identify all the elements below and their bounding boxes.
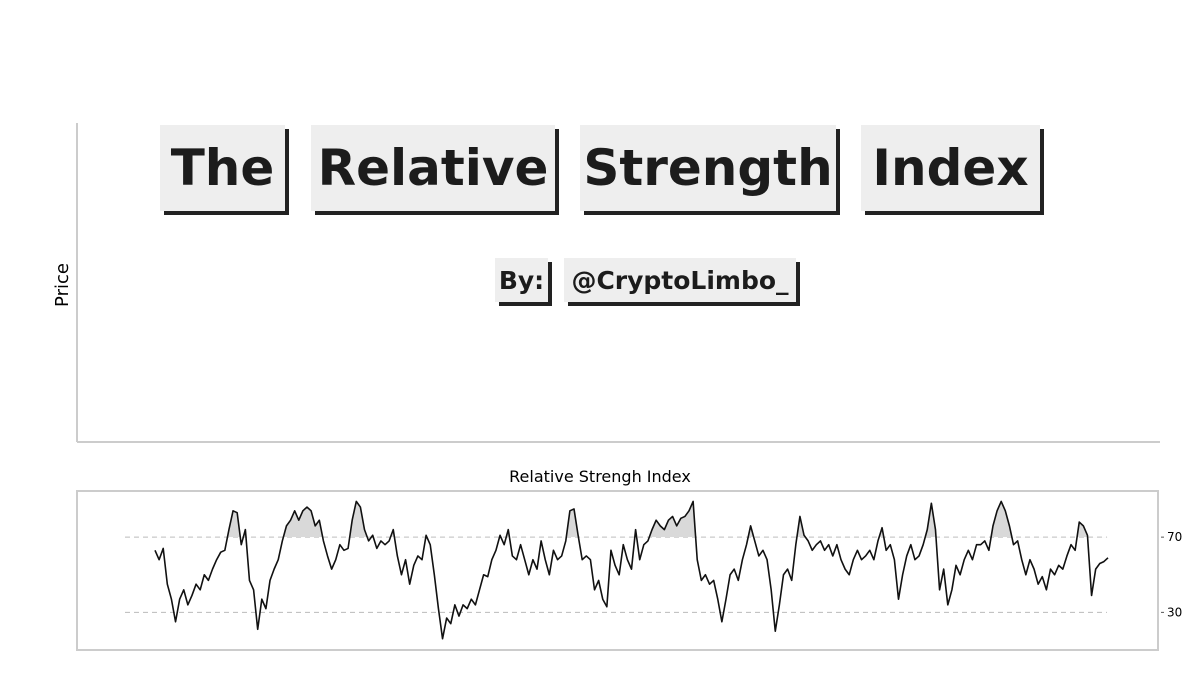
y-tick-label: 70 (1167, 530, 1182, 544)
rsi-line (154, 500, 1109, 640)
title-word: Index (861, 125, 1040, 211)
title-word: Relative (311, 125, 555, 211)
y-tick-label: 30 (1167, 605, 1182, 619)
title-word: The (160, 125, 285, 211)
byline: By: (495, 258, 548, 302)
chart-title: Relative Strengh Index (509, 467, 691, 486)
plot-frame (76, 490, 1159, 651)
overbought-area (227, 501, 1088, 538)
y-axis-label: Price (52, 263, 73, 307)
byline: @CryptoLimbo_ (564, 258, 796, 302)
title-word: Strength (580, 125, 836, 211)
